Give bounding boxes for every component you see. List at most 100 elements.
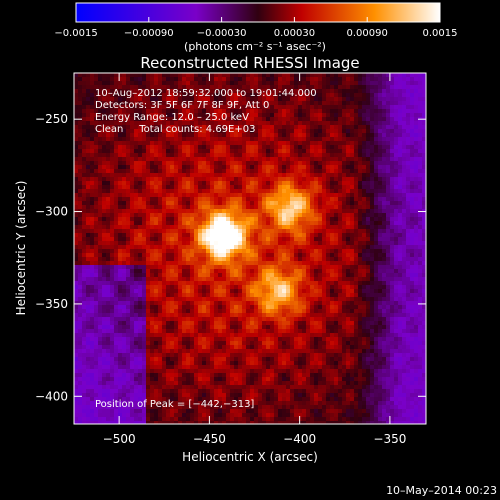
heatmap-cell xyxy=(370,89,374,93)
heatmap-cell xyxy=(422,105,426,109)
heatmap-cell xyxy=(238,217,242,221)
heatmap-cell xyxy=(214,137,218,141)
heatmap-cell xyxy=(250,213,254,217)
heatmap-cell xyxy=(230,129,234,133)
heatmap-cell xyxy=(326,205,330,209)
heatmap-cell xyxy=(358,161,362,165)
heatmap-cell xyxy=(134,209,138,213)
heatmap-cell xyxy=(214,177,218,181)
heatmap-cell xyxy=(374,197,378,201)
heatmap-cell xyxy=(106,117,110,121)
heatmap-cell xyxy=(342,289,346,293)
heatmap-cell xyxy=(334,157,338,161)
heatmap-cell xyxy=(150,205,154,209)
heatmap-cell xyxy=(194,117,198,121)
heatmap-cell xyxy=(386,101,390,105)
heatmap-cell xyxy=(282,73,286,77)
heatmap-cell xyxy=(222,165,226,169)
heatmap-cell xyxy=(322,177,326,181)
heatmap-cell xyxy=(210,201,214,205)
heatmap-cell xyxy=(382,105,386,109)
heatmap-cell xyxy=(414,237,418,241)
heatmap-cell xyxy=(158,197,162,201)
heatmap-cell xyxy=(414,245,418,249)
heatmap-cell xyxy=(378,149,382,153)
heatmap-cell xyxy=(362,161,366,165)
heatmap-cell xyxy=(318,85,322,89)
heatmap-cell xyxy=(238,201,242,205)
heatmap-cell xyxy=(390,137,394,141)
heatmap-cell xyxy=(218,289,222,293)
heatmap-cell xyxy=(130,297,134,301)
heatmap-cell xyxy=(86,105,90,109)
heatmap-cell xyxy=(366,125,370,129)
heatmap-cell xyxy=(402,149,406,153)
heatmap-cell xyxy=(334,241,338,245)
heatmap-cell xyxy=(114,101,118,105)
heatmap-cell xyxy=(142,245,146,249)
heatmap-cell xyxy=(286,165,290,169)
heatmap-cell xyxy=(126,265,130,269)
heatmap-cell xyxy=(230,133,234,137)
heatmap-cell xyxy=(398,261,402,265)
heatmap-cell xyxy=(186,289,190,293)
heatmap-cell xyxy=(362,177,366,181)
heatmap-cell xyxy=(310,193,314,197)
heatmap-cell xyxy=(218,153,222,157)
heatmap-cell xyxy=(130,249,134,253)
heatmap-cell xyxy=(94,261,98,265)
heatmap-cell xyxy=(206,81,210,85)
heatmap-cell xyxy=(118,273,122,277)
heatmap-cell xyxy=(390,89,394,93)
heatmap-cell xyxy=(310,205,314,209)
heatmap-cell xyxy=(398,109,402,113)
heatmap-cell xyxy=(202,245,206,249)
heatmap-cell xyxy=(242,277,246,281)
heatmap-cell xyxy=(174,93,178,97)
heatmap-cell xyxy=(226,205,230,209)
heatmap-cell xyxy=(134,205,138,209)
heatmap-cell xyxy=(266,97,270,101)
heatmap-cell xyxy=(358,253,362,257)
heatmap-cell xyxy=(78,273,82,277)
heatmap-cell xyxy=(322,257,326,261)
heatmap-cell xyxy=(170,189,174,193)
heatmap-cell xyxy=(230,205,234,209)
heatmap-cell xyxy=(98,85,102,89)
heatmap-cell xyxy=(122,89,126,93)
heatmap-cell xyxy=(422,253,426,257)
heatmap-cell xyxy=(398,133,402,137)
heatmap-cell xyxy=(198,237,202,241)
heatmap-cell xyxy=(346,221,350,225)
heatmap-cell xyxy=(282,209,286,213)
heatmap-cell xyxy=(422,277,426,281)
heatmap-cell xyxy=(322,141,326,145)
heatmap-cell xyxy=(158,85,162,89)
heatmap-cell xyxy=(74,173,78,177)
heatmap-cell xyxy=(78,233,82,237)
heatmap-cell xyxy=(306,185,310,189)
heatmap-cell xyxy=(162,137,166,141)
heatmap-cell xyxy=(178,265,182,269)
heatmap-cell xyxy=(82,121,86,125)
heatmap-cell xyxy=(334,245,338,249)
heatmap-cell xyxy=(210,141,214,145)
heatmap-cell xyxy=(158,121,162,125)
heatmap-cell xyxy=(94,233,98,237)
heatmap-cell xyxy=(286,269,290,273)
heatmap-cell xyxy=(106,241,110,245)
heatmap-cell xyxy=(182,121,186,125)
heatmap-cell xyxy=(314,273,318,277)
heatmap-cell xyxy=(254,185,258,189)
heatmap-cell xyxy=(398,141,402,145)
heatmap-cell xyxy=(174,269,178,273)
heatmap-cell xyxy=(258,201,262,205)
heatmap-cell xyxy=(98,217,102,221)
heatmap-cell xyxy=(394,197,398,201)
heatmap-cell xyxy=(122,93,126,97)
heatmap-cell xyxy=(78,281,82,285)
heatmap-cell xyxy=(354,269,358,273)
heatmap-cell xyxy=(366,277,370,281)
heatmap-cell xyxy=(334,121,338,125)
heatmap-cell xyxy=(346,133,350,137)
